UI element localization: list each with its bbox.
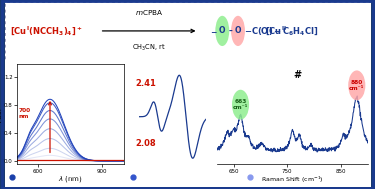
X-axis label: $\lambda$ (nm): $\lambda$ (nm) — [58, 174, 83, 184]
Text: Aldehyde Deformylation: Aldehyde Deformylation — [141, 174, 205, 179]
Text: 700
nm: 700 nm — [18, 108, 30, 119]
Text: ET Reaction: ET Reaction — [258, 174, 289, 179]
Text: #: # — [294, 70, 302, 80]
Ellipse shape — [215, 16, 229, 46]
Y-axis label: Abs.: Abs. — [0, 107, 3, 122]
Text: Hydrogen Atom Abstraction: Hydrogen Atom Abstraction — [20, 174, 93, 179]
Text: 880
cm⁻¹: 880 cm⁻¹ — [349, 80, 364, 91]
Text: –: – — [228, 26, 232, 35]
Text: $\it{m}$CPBA: $\it{m}$CPBA — [135, 8, 163, 17]
Text: $\mathbf{{-C(O)-C_6H_4Cl]}}$: $\mathbf{{-C(O)-C_6H_4Cl]}}$ — [244, 25, 319, 37]
Text: $\mathbf{[Cu^I(NCCH_3)_4]^+}$: $\mathbf{[Cu^I(NCCH_3)_4]^+}$ — [10, 24, 83, 38]
Ellipse shape — [232, 90, 249, 120]
Text: CH$_3$CN, rt: CH$_3$CN, rt — [132, 43, 166, 53]
Text: O: O — [235, 26, 241, 35]
Text: 663
cm⁻¹: 663 cm⁻¹ — [233, 99, 248, 110]
Ellipse shape — [231, 16, 245, 46]
X-axis label: Raman Shift (cm$^{-1}$): Raman Shift (cm$^{-1}$) — [261, 174, 324, 185]
Text: O: O — [219, 26, 225, 35]
Text: $\mathbf{-}$: $\mathbf{-}$ — [210, 26, 218, 35]
Ellipse shape — [348, 70, 365, 100]
FancyBboxPatch shape — [4, 2, 370, 62]
Text: 2.41: 2.41 — [135, 79, 156, 88]
Text: $\mathbf{[Cu^{II}}$: $\mathbf{[Cu^{II}}$ — [264, 25, 286, 37]
Text: 2.08: 2.08 — [135, 139, 156, 148]
